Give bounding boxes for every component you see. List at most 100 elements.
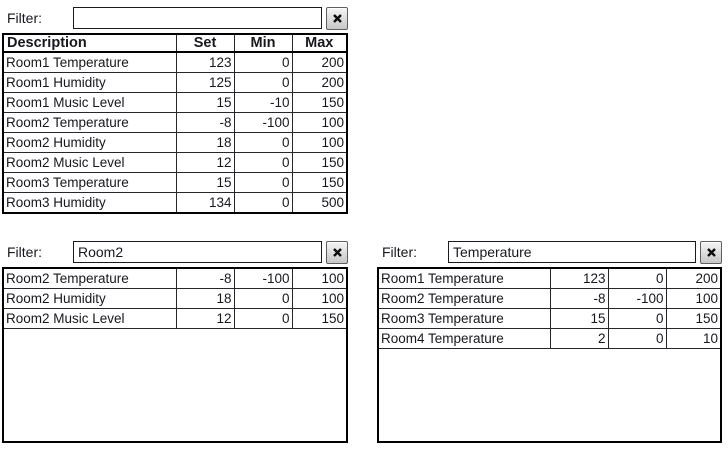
- cell-value: 200: [665, 269, 720, 289]
- cell-description: Room2 Temperature: [4, 112, 176, 133]
- table-row[interactable]: Room2 Humidity 18 0 100: [4, 132, 346, 153]
- cell-value: 150: [291, 172, 346, 193]
- column-header-set: Set: [175, 35, 234, 53]
- cell-value: 150: [291, 152, 346, 173]
- cell-description: Room2 Humidity: [4, 288, 176, 309]
- cell-value: 18: [175, 132, 234, 153]
- cell-value: 18: [175, 288, 234, 309]
- table-row[interactable]: Room3 Humidity 134 0 500: [4, 192, 346, 212]
- cell-value: 100: [291, 132, 346, 153]
- cell-value: 15: [175, 92, 234, 113]
- cell-description: Room4 Temperature: [379, 328, 550, 349]
- cell-value: 134: [175, 192, 234, 212]
- cell-description: Room2 Music Level: [4, 308, 176, 329]
- cell-value: 0: [233, 132, 292, 153]
- cell-value: 2: [549, 328, 608, 349]
- cell-description: Room3 Humidity: [6, 195, 106, 210]
- cell-value: 150: [665, 308, 720, 329]
- cell-value: -100: [233, 112, 292, 133]
- cell-value: 15: [549, 308, 608, 329]
- table-row[interactable]: Room2 Temperature -8 -100 100: [4, 112, 346, 133]
- cell-value: -8: [175, 112, 234, 133]
- cell-description: Room1 Humidity: [4, 72, 176, 93]
- cell-value: 100: [291, 112, 346, 133]
- cell-value: 10: [665, 328, 720, 349]
- cell-description: Room3 Temperature: [379, 308, 550, 329]
- cell-value: 150: [291, 92, 346, 113]
- table-header-row: Description Set Min Max: [4, 35, 346, 53]
- cell-description: Room2 Music Level: [4, 152, 176, 173]
- close-icon: [332, 247, 343, 258]
- filter-input[interactable]: [73, 7, 322, 29]
- cell-value: 123: [549, 269, 608, 289]
- cell-description: Room1 Temperature: [4, 52, 176, 73]
- cell-value: -8: [175, 269, 234, 289]
- table-row[interactable]: Room2 Temperature -8 -100 100: [379, 288, 720, 309]
- clear-filter-button[interactable]: [326, 240, 348, 264]
- cell-value: 200: [291, 72, 346, 93]
- table-row[interactable]: Room2 Temperature -8 -100 100: [4, 269, 346, 289]
- cell-value: 100: [291, 269, 346, 289]
- cell-value: 12: [175, 152, 234, 173]
- filter-input[interactable]: [448, 241, 696, 263]
- cell-value: 500: [291, 192, 346, 212]
- cell-description: Room2 Temperature: [4, 269, 176, 289]
- table-row[interactable]: Room1 Music Level 15 -10 150: [4, 92, 346, 113]
- cell-description: Room3 Temperature: [4, 172, 176, 193]
- filter-label: Filter:: [382, 244, 417, 260]
- cell-value: 100: [291, 288, 346, 309]
- column-header-min: Min: [233, 35, 292, 53]
- cell-description: Room1 Temperature: [379, 269, 550, 289]
- filter-input[interactable]: [73, 241, 322, 263]
- cell-value: 100: [665, 288, 720, 309]
- cell-description: Room2 Temperature: [379, 288, 550, 309]
- cell-value: 15: [175, 172, 234, 193]
- cell-value: 0: [607, 328, 666, 349]
- close-icon: [706, 247, 717, 258]
- signals-table: Room1 Temperature 123 0 200 Room2 Temperatur…: [377, 267, 722, 443]
- cell-value: -8: [549, 288, 608, 309]
- table-row[interactable]: Room2 Music Level 12 0 150: [4, 152, 346, 173]
- cell-value: 0: [607, 269, 666, 289]
- cell-value: -100: [607, 288, 666, 309]
- table-row[interactable]: Room2 Music Level 12 0 150: [4, 308, 346, 329]
- table-row[interactable]: Room2 Humidity 18 0 100: [4, 288, 346, 309]
- cell-value: 0: [607, 308, 666, 329]
- cell-value: 12: [175, 308, 234, 329]
- signals-table: Description Set Min Max Room1 Temperatur…: [2, 33, 348, 214]
- table-row[interactable]: Room1 Temperature 123 0 200: [379, 269, 720, 289]
- close-icon: [332, 13, 343, 24]
- table-row[interactable]: Room3 Temperature 15 0 150: [4, 172, 346, 193]
- cell-value: 0: [233, 72, 292, 93]
- clear-filter-button[interactable]: [326, 6, 348, 30]
- cell-value: -10: [233, 92, 292, 113]
- table-row[interactable]: Room1 Temperature 123 0 200: [4, 52, 346, 73]
- filter-label: Filter:: [7, 244, 42, 260]
- table-row[interactable]: Room3 Temperature 15 0 150: [379, 308, 720, 329]
- cell-value: 0: [233, 52, 292, 73]
- filter-row: Filter:: [377, 240, 722, 264]
- filter-table-panel-room2: Filter: Room2 Temperature-8-100100Room2 …: [2, 240, 348, 443]
- clear-filter-button[interactable]: [700, 240, 722, 264]
- cell-value: 0: [233, 192, 292, 212]
- cell-value: 0: [233, 172, 292, 193]
- cell-value: 0: [233, 288, 292, 309]
- cell-value: -100: [233, 269, 292, 289]
- filter-label: Filter:: [7, 10, 42, 26]
- filter-table-panel-all: Filter: Description Set Min Max Room1 Te…: [2, 6, 348, 214]
- column-header-description: Description: [4, 35, 176, 53]
- filter-row: Filter:: [2, 240, 348, 264]
- cell-value: 200: [291, 52, 346, 73]
- filter-row: Filter:: [2, 6, 348, 30]
- column-header-max: Max: [291, 35, 346, 53]
- cell-value: 150: [291, 308, 346, 329]
- cell-value: 0: [233, 152, 292, 173]
- cell-value: 0: [233, 308, 292, 329]
- table-row[interactable]: Room1 Humidity 125 0 200: [4, 72, 346, 93]
- cell-value: 123: [175, 52, 234, 73]
- cell-description: Room1 Music Level: [4, 92, 176, 113]
- cell-value: 125: [175, 72, 234, 93]
- table-row[interactable]: Room4 Temperature 2 0 10: [379, 328, 720, 349]
- cell-description: Room2 Humidity: [4, 132, 176, 153]
